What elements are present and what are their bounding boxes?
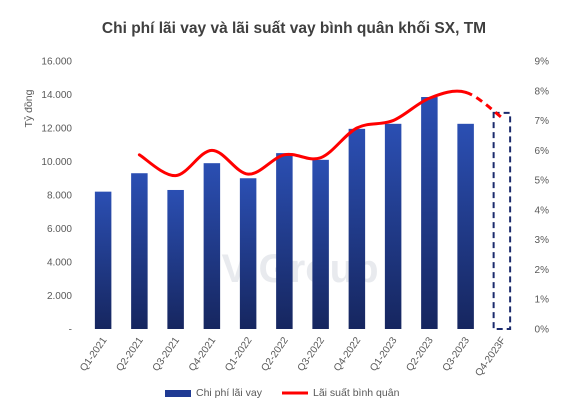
y-tick-label: 12.000 — [41, 124, 72, 135]
x-tick-label: Q1-2023 — [368, 335, 400, 374]
y2-tick-label: 7% — [535, 116, 550, 127]
x-tick-label: Q4-2023F — [473, 335, 508, 378]
y-tick-label: 4.000 — [47, 258, 72, 269]
y2-tick-label: 2% — [535, 265, 550, 276]
x-tick-label: Q4-2021 — [187, 335, 219, 374]
x-tick-label: Q1-2021 — [78, 335, 110, 374]
y2-tick-label: 4% — [535, 205, 550, 216]
bar — [239, 178, 257, 329]
y2-tick-label: 9% — [535, 57, 550, 68]
y2-tick-label: 1% — [535, 295, 550, 306]
x-tick-label: Q3-2023 — [441, 335, 473, 374]
bar — [203, 163, 221, 329]
legend-swatch-bar — [165, 390, 191, 397]
y-tick-label: - — [69, 325, 72, 336]
chart-title: Chi phí lãi vay và lãi suất vay bình quâ… — [101, 20, 487, 37]
line-forecast — [465, 90, 503, 119]
bar-forecast — [492, 111, 512, 330]
x-tick-label: Q4-2022 — [332, 335, 364, 374]
x-tick-label: Q1-2022 — [223, 335, 255, 374]
bar — [131, 173, 148, 329]
bar — [384, 123, 402, 329]
y2-tick-label: 5% — [535, 176, 550, 187]
y2-tick-label: 6% — [535, 146, 550, 157]
bar — [94, 191, 112, 329]
y2-tick-label: 8% — [535, 86, 550, 97]
y2-tick-label: 3% — [535, 235, 550, 246]
y-tick-label: 14.000 — [41, 90, 72, 101]
x-tick-label: Q3-2021 — [151, 335, 183, 374]
y2-tick-label: 0% — [535, 325, 550, 336]
x-tick-label: Q3-2022 — [296, 335, 328, 374]
y-tick-label: 10.000 — [41, 157, 72, 168]
bar — [167, 189, 184, 329]
bar — [276, 153, 293, 329]
y-tick-label: 8.000 — [47, 191, 72, 202]
x-tick-label: Q2-2023 — [404, 335, 436, 374]
y-tick-label: 2.000 — [47, 291, 72, 302]
legend-label-bar: Chi phí lãi vay — [196, 387, 263, 399]
legend-label-line: Lãi suất bình quân — [313, 387, 400, 399]
x-tick-label: Q2-2021 — [114, 335, 146, 374]
bar — [348, 128, 366, 329]
x-tick-label: Q2-2022 — [259, 335, 291, 374]
line-series — [137, 89, 468, 178]
bar — [312, 159, 329, 329]
bar — [457, 123, 474, 329]
bar — [421, 97, 438, 329]
y-axis-title: Tỷ đồng — [23, 89, 35, 127]
y-tick-label: 6.000 — [47, 224, 72, 235]
y-tick-label: 16.000 — [41, 57, 72, 68]
